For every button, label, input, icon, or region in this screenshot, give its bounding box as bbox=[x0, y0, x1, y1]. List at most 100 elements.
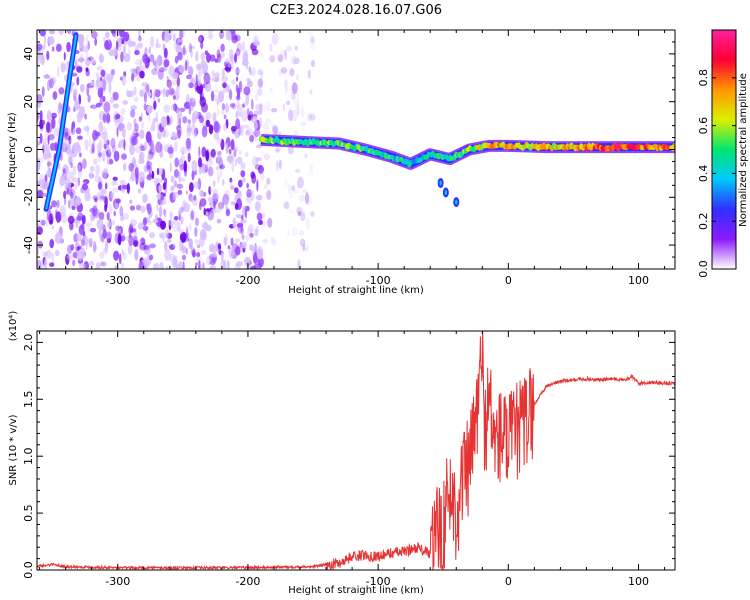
noise-speckle bbox=[198, 115, 204, 124]
noise-speckle bbox=[142, 54, 149, 64]
noise-speckle bbox=[98, 193, 105, 202]
noise-speckle bbox=[71, 122, 74, 134]
noise-speckle bbox=[175, 44, 182, 54]
noise-speckle bbox=[280, 67, 288, 74]
noise-speckle bbox=[251, 247, 255, 256]
noise-speckle bbox=[194, 226, 198, 237]
noise-speckle bbox=[247, 227, 253, 236]
snr-x-axis: -300 -200 -100 0 100 bbox=[39, 331, 666, 588]
noise-speckle bbox=[230, 237, 234, 247]
noise-speckle bbox=[58, 30, 64, 35]
noise-speckle bbox=[289, 191, 293, 199]
noise-speckle bbox=[173, 33, 176, 42]
noise-speckle bbox=[118, 253, 122, 265]
noise-speckle bbox=[248, 110, 254, 121]
noise-speckle bbox=[75, 218, 78, 228]
noise-speckle bbox=[187, 164, 190, 171]
noise-speckle bbox=[161, 231, 165, 243]
noise-speckle bbox=[304, 153, 308, 159]
noise-speckle bbox=[182, 261, 185, 269]
noise-speckle bbox=[231, 60, 235, 70]
noise-speckle bbox=[126, 182, 130, 194]
noise-speckle bbox=[86, 84, 90, 97]
noise-speckle bbox=[134, 166, 139, 179]
spectrogram-y-axis: -40 -20 0 20 40 bbox=[22, 29, 675, 270]
noise-speckle bbox=[207, 166, 214, 177]
noise-speckle bbox=[158, 205, 163, 218]
noise-speckle bbox=[143, 103, 147, 111]
noise-speckle bbox=[203, 207, 207, 216]
noise-speckle bbox=[190, 196, 194, 203]
noise-speckle bbox=[96, 142, 102, 154]
noise-speckle bbox=[302, 188, 308, 194]
noise-speckle bbox=[162, 130, 170, 138]
noise-speckle bbox=[108, 158, 114, 165]
noise-speckle bbox=[173, 168, 179, 178]
noise-speckle bbox=[97, 86, 104, 99]
noise-speckle bbox=[206, 211, 209, 216]
noise-speckle bbox=[128, 163, 134, 172]
noise-speckle bbox=[64, 131, 69, 137]
noise-speckle bbox=[121, 248, 124, 256]
noise-speckle bbox=[116, 126, 119, 138]
noise-speckle bbox=[234, 203, 239, 210]
noise-speckle bbox=[130, 171, 135, 182]
noise-speckle bbox=[154, 58, 160, 70]
noise-speckle bbox=[235, 76, 239, 82]
noise-speckle bbox=[257, 69, 263, 76]
noise-speckle bbox=[229, 53, 234, 63]
noise-speckle bbox=[130, 105, 137, 111]
noise-speckle bbox=[241, 58, 249, 67]
noise-speckle bbox=[263, 153, 270, 161]
noise-speckle bbox=[196, 83, 204, 95]
noise-speckle bbox=[210, 90, 215, 102]
noise-speckle bbox=[96, 192, 101, 200]
noise-speckle bbox=[216, 154, 223, 166]
colorbar-tick-label: 0.4 bbox=[697, 165, 710, 183]
noise-speckle bbox=[99, 261, 105, 266]
noise-speckle bbox=[100, 261, 107, 267]
snr-x-tick-label: 100 bbox=[628, 575, 649, 588]
noise-speckle bbox=[217, 243, 222, 250]
noise-speckle bbox=[139, 178, 143, 183]
noise-speckle bbox=[81, 214, 86, 225]
noise-speckle bbox=[98, 227, 102, 239]
noise-speckle bbox=[304, 244, 310, 251]
noise-speckle bbox=[100, 76, 103, 82]
noise-speckle bbox=[148, 46, 151, 55]
noise-speckle bbox=[106, 139, 110, 146]
noise-speckle bbox=[122, 44, 126, 55]
noise-speckle bbox=[210, 208, 217, 215]
noise-speckle bbox=[270, 236, 275, 242]
noise-speckle bbox=[174, 157, 179, 168]
noise-speckle bbox=[99, 53, 105, 62]
noise-speckle bbox=[168, 87, 175, 96]
noise-speckle bbox=[197, 35, 203, 43]
noise-speckle bbox=[262, 238, 268, 244]
noise-speckle bbox=[140, 121, 145, 129]
noise-speckle bbox=[112, 176, 118, 182]
noise-speckle bbox=[188, 182, 194, 193]
noise-speckle bbox=[168, 244, 176, 250]
noise-speckle bbox=[283, 201, 290, 210]
noise-speckle bbox=[112, 91, 119, 101]
noise-speckle bbox=[188, 96, 193, 108]
noise-speckle bbox=[114, 202, 119, 209]
noise-speckle bbox=[51, 252, 55, 264]
noise-speckle bbox=[289, 85, 297, 97]
noise-speckle bbox=[106, 156, 112, 162]
noise-speckle bbox=[148, 171, 152, 178]
noise-speckle bbox=[178, 240, 183, 252]
noise-speckle bbox=[68, 171, 75, 180]
noise-speckle bbox=[170, 224, 174, 229]
noise-speckle bbox=[307, 112, 312, 122]
noise-speckle bbox=[252, 156, 258, 166]
noise-speckle bbox=[139, 58, 142, 68]
noise-speckle bbox=[156, 201, 159, 212]
noise-speckle bbox=[179, 206, 184, 214]
spectrogram-y-tick-label: 20 bbox=[22, 95, 35, 109]
noise-speckle bbox=[82, 235, 87, 241]
noise-speckle bbox=[48, 77, 55, 89]
noise-speckle bbox=[143, 164, 148, 174]
noise-speckle bbox=[247, 224, 255, 233]
